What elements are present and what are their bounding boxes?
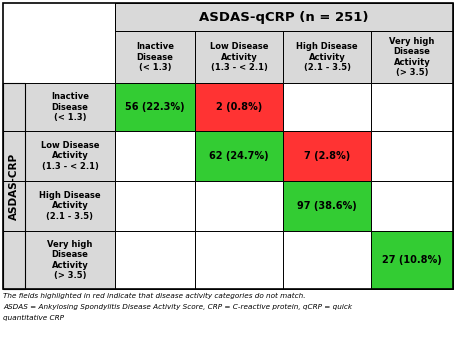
Text: 2 (0.8%): 2 (0.8%) <box>216 102 262 112</box>
Bar <box>115 31 195 83</box>
Text: The fields highlighted in red indicate that disease activity categories do not m: The fields highlighted in red indicate t… <box>3 293 305 299</box>
Bar <box>3 231 25 289</box>
Bar <box>115 181 195 231</box>
Bar <box>283 231 371 289</box>
Text: ASDAS-CRP: ASDAS-CRP <box>9 152 19 220</box>
Bar <box>283 181 371 231</box>
Text: ASDAS = Ankylosing Spondylitis Disease Activity Score, CRP = C-reactive protein,: ASDAS = Ankylosing Spondylitis Disease A… <box>3 304 352 310</box>
Bar <box>3 31 115 83</box>
Text: Very high
Disease
Activity
(> 3.5): Very high Disease Activity (> 3.5) <box>389 37 435 77</box>
Bar <box>3 83 25 131</box>
Bar <box>115 231 195 289</box>
Bar <box>283 131 371 181</box>
Text: High Disease
Activity
(2.1 - 3.5): High Disease Activity (2.1 - 3.5) <box>39 191 101 221</box>
Bar <box>115 3 453 31</box>
Bar <box>283 31 371 83</box>
Bar <box>371 231 453 289</box>
Text: 7 (2.8%): 7 (2.8%) <box>304 151 350 161</box>
Bar <box>371 83 453 131</box>
Bar <box>115 131 195 181</box>
Bar <box>25 83 115 131</box>
Bar <box>371 31 453 83</box>
Bar <box>25 231 115 289</box>
Text: Inactive
Disease
(< 1.3): Inactive Disease (< 1.3) <box>51 92 89 122</box>
Text: 97 (38.6%): 97 (38.6%) <box>297 201 357 211</box>
Bar <box>25 181 115 231</box>
Bar <box>3 181 25 231</box>
Bar <box>3 3 453 289</box>
Bar <box>25 131 115 181</box>
Text: Very high
Disease
Activity
(> 3.5): Very high Disease Activity (> 3.5) <box>47 240 93 280</box>
Text: 56 (22.3%): 56 (22.3%) <box>125 102 185 112</box>
Bar <box>371 131 453 181</box>
Bar <box>195 231 283 289</box>
Bar <box>371 181 453 231</box>
Text: 27 (10.8%): 27 (10.8%) <box>382 255 442 265</box>
Bar <box>3 3 115 31</box>
Text: quantitative CRP: quantitative CRP <box>3 315 64 321</box>
Bar <box>195 131 283 181</box>
Bar <box>3 83 25 289</box>
Bar <box>195 31 283 83</box>
Text: ASDAS-qCRP (n = 251): ASDAS-qCRP (n = 251) <box>199 10 369 24</box>
Text: High Disease
Activity
(2.1 - 3.5): High Disease Activity (2.1 - 3.5) <box>296 42 358 72</box>
Text: Inactive
Disease
(< 1.3): Inactive Disease (< 1.3) <box>136 42 174 72</box>
Bar <box>3 131 25 181</box>
Bar <box>115 83 195 131</box>
Text: 62 (24.7%): 62 (24.7%) <box>209 151 269 161</box>
Text: Low Disease
Activity
(1.3 - < 2.1): Low Disease Activity (1.3 - < 2.1) <box>210 42 268 72</box>
Bar <box>195 83 283 131</box>
Bar <box>283 83 371 131</box>
Text: Low Disease
Activity
(1.3 - < 2.1): Low Disease Activity (1.3 - < 2.1) <box>41 141 99 171</box>
Bar <box>195 181 283 231</box>
